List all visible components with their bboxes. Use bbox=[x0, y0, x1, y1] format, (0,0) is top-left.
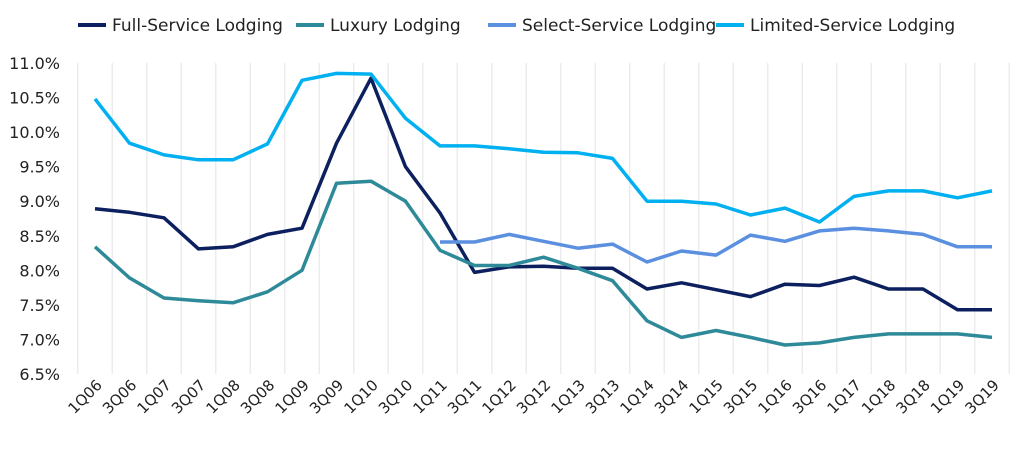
x-tick-label: 3Q08 bbox=[237, 376, 278, 417]
y-tick-label: 7.5% bbox=[19, 296, 60, 315]
y-tick-label: 8.5% bbox=[19, 227, 60, 246]
x-tick-label: 3Q15 bbox=[720, 376, 761, 417]
series-line-full-service-lodging bbox=[94, 76, 992, 312]
y-tick-label: 10.5% bbox=[9, 89, 60, 108]
x-tick-label: 1Q09 bbox=[272, 376, 313, 417]
series-line-select-service-lodging bbox=[440, 226, 992, 264]
x-tick-label: 1Q16 bbox=[755, 376, 796, 417]
x-tick-label: 3Q09 bbox=[306, 376, 347, 417]
series-line-luxury-lodging bbox=[93, 179, 993, 347]
x-tick-label: 1Q12 bbox=[479, 376, 520, 417]
x-tick-label: 3Q18 bbox=[893, 376, 934, 417]
x-axis: 1Q063Q061Q073Q071Q083Q081Q093Q091Q103Q10… bbox=[65, 376, 1003, 417]
x-tick-label: 1Q14 bbox=[617, 376, 658, 417]
legend-label: Select-Service Lodging bbox=[522, 16, 716, 36]
x-tick-label: 3Q12 bbox=[513, 376, 554, 417]
x-tick-label: 3Q19 bbox=[962, 376, 1003, 417]
x-tick-label: 1Q18 bbox=[858, 376, 899, 417]
series-line-limited-service-lodging bbox=[93, 71, 993, 224]
x-tick-label: 1Q06 bbox=[65, 376, 106, 417]
y-tick-label: 9.5% bbox=[19, 158, 60, 177]
x-tick-label: 1Q11 bbox=[410, 376, 451, 417]
grid bbox=[77, 63, 1010, 374]
y-tick-label: 8.0% bbox=[19, 261, 60, 280]
x-tick-label: 1Q07 bbox=[134, 376, 175, 417]
x-tick-label: 3Q16 bbox=[789, 376, 830, 417]
y-tick-label: 9.0% bbox=[19, 192, 60, 211]
x-tick-label: 1Q10 bbox=[341, 376, 382, 417]
x-tick-label: 3Q11 bbox=[444, 376, 485, 417]
legend: Full-Service Lodging Luxury Lodging Select… bbox=[78, 16, 955, 36]
x-tick-label: 1Q19 bbox=[927, 376, 968, 417]
y-axis: 6.5% 7.0% 7.5% 8.0% 8.5% 9.0% 9.5% 10.0% 10.5% 11… bbox=[9, 54, 60, 384]
y-tick-label: 10.0% bbox=[9, 123, 60, 142]
legend-label: Luxury Lodging bbox=[330, 16, 461, 36]
x-tick-label: 1Q15 bbox=[686, 376, 727, 417]
y-tick-label: 6.5% bbox=[19, 365, 60, 384]
x-tick-label: 3Q07 bbox=[168, 376, 209, 417]
series-lines bbox=[93, 71, 993, 347]
x-tick-label: 1Q08 bbox=[203, 376, 244, 417]
x-tick-label: 1Q17 bbox=[824, 376, 865, 417]
y-tick-label: 7.0% bbox=[19, 330, 60, 349]
y-tick-label: 11.0% bbox=[9, 54, 60, 73]
x-tick-label: 3Q13 bbox=[582, 376, 623, 417]
x-tick-label: 3Q06 bbox=[99, 376, 140, 417]
x-tick-label: 3Q10 bbox=[375, 376, 416, 417]
legend-label: Full-Service Lodging bbox=[112, 16, 283, 36]
x-tick-label: 3Q14 bbox=[651, 376, 692, 417]
x-tick-label: 1Q13 bbox=[548, 376, 589, 417]
legend-label: Limited-Service Lodging bbox=[750, 16, 955, 36]
